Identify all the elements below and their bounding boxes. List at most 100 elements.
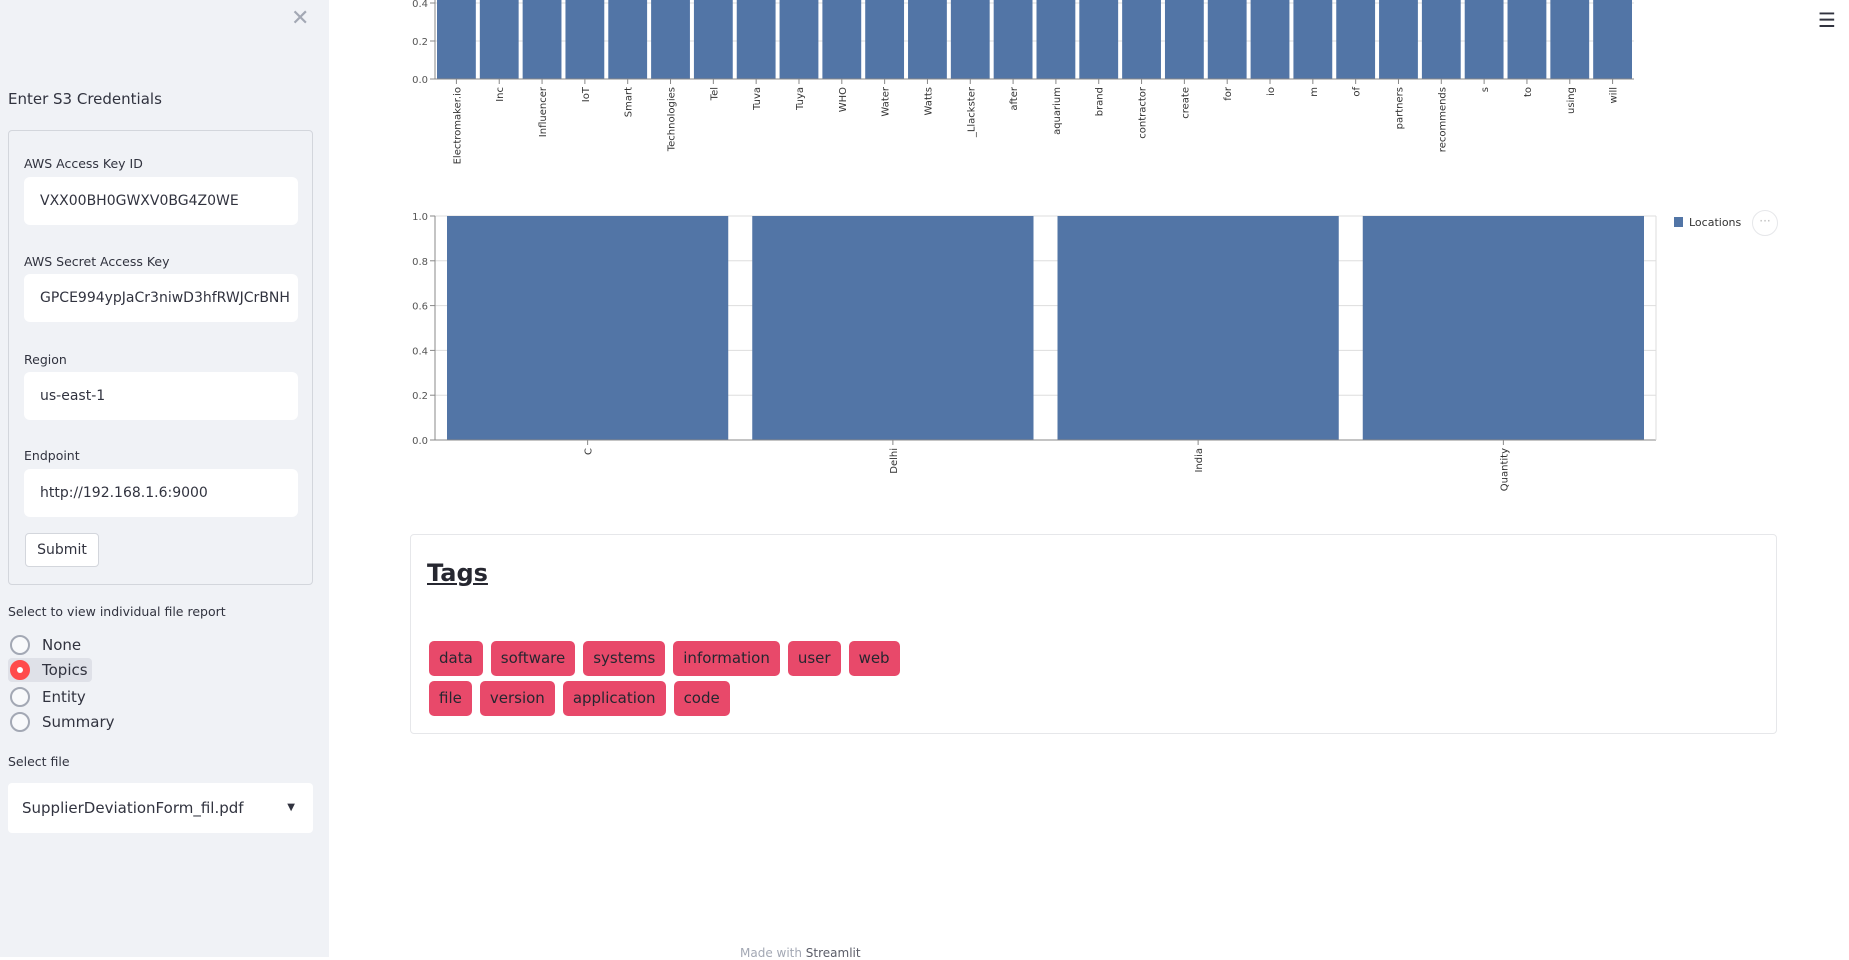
bar [1550, 0, 1590, 79]
bar [479, 0, 519, 79]
topics-bar-chart: 0.0 0.2 0.4 Electromaker.io Inc Influencer IoT… [412, 0, 1634, 164]
bar [447, 216, 729, 440]
bar [1036, 0, 1076, 79]
tags-title: Tags [427, 559, 488, 587]
bar [950, 0, 990, 79]
x-tick-label: m [1309, 87, 1320, 97]
legend-label: Locations [1689, 216, 1742, 229]
bar [1207, 0, 1247, 79]
tag-chip: information [673, 641, 780, 676]
submit-button[interactable]: Submit [25, 533, 99, 567]
bar [1293, 0, 1333, 79]
bar [1593, 0, 1632, 79]
bar [522, 0, 562, 79]
y-tick-label: 0.6 [412, 302, 428, 313]
x-tick-label: Tuva [752, 87, 763, 111]
endpoint-input[interactable]: http://192.168.1.6:9000 [24, 469, 298, 517]
bar [565, 0, 605, 79]
chevron-down-icon: ▼ [287, 802, 295, 813]
bar [736, 0, 776, 79]
x-tick-label: s [1480, 87, 1491, 92]
x-tick-label: to [1523, 87, 1534, 97]
radio-label: Entity [42, 688, 86, 706]
radio-label: None [42, 636, 82, 654]
x-tick-label: Influencer [538, 86, 549, 137]
tag-chip: code [673, 681, 730, 716]
bar [779, 0, 819, 79]
x-tick-label: Inc [495, 87, 506, 102]
legend-swatch [1674, 217, 1683, 227]
radio-summary[interactable]: Summary [8, 710, 119, 734]
x-tick-label: Quantity [1499, 448, 1510, 491]
radio-circle-icon [10, 712, 30, 732]
bar [1122, 0, 1161, 79]
radio-topics[interactable]: Topics [8, 658, 92, 682]
tag-chip: version [479, 681, 555, 716]
x-tick-label: io [1266, 87, 1277, 96]
credentials-title: Enter S3 Credentials [8, 90, 162, 108]
y-tick-label: 1.0 [412, 212, 428, 223]
radio-circle-icon [10, 635, 30, 655]
bar [1507, 0, 1547, 79]
close-sidebar-icon[interactable]: ✕ [291, 6, 310, 31]
x-tick-label: partners [1394, 87, 1405, 129]
bar [822, 0, 862, 79]
bar [752, 216, 1034, 440]
bar [1421, 0, 1461, 79]
tag-chip: software [490, 641, 576, 676]
y-tick-label: 0.2 [412, 391, 428, 402]
x-tick-label: after [1009, 86, 1020, 111]
file-select[interactable]: SupplierDeviationForm_fil.pdf ▼ [8, 783, 313, 833]
tag-chip: web [848, 641, 900, 676]
radio-label: Topics [42, 661, 88, 679]
tags-list: data software systems information user web fil… [429, 641, 909, 716]
bar [1250, 0, 1290, 79]
chart-actions-icon[interactable]: ··· [1752, 210, 1778, 236]
x-tick-label: Watts [923, 87, 934, 115]
y-tick-label: 0.8 [412, 257, 428, 268]
radio-none[interactable]: None [8, 633, 85, 657]
streamlit-link[interactable]: Streamlit [805, 946, 861, 960]
access-key-input[interactable]: VXX00BH0GWXV0BG4Z0WE [24, 177, 298, 225]
bar [1379, 0, 1418, 79]
bar [608, 0, 648, 79]
footer-prefix: Made with [740, 946, 806, 960]
x-tick-label: Delhi [889, 448, 900, 474]
bar [437, 0, 476, 79]
secret-key-input[interactable]: GPCE994ypJaCr3niwD3hfRWJCrBNH [24, 274, 298, 322]
x-tick-label: WHO [838, 87, 849, 112]
x-tick-label: India [1194, 448, 1205, 473]
endpoint-label: Endpoint [24, 448, 80, 463]
region-label: Region [24, 352, 67, 367]
bar [865, 0, 905, 79]
bar [1464, 0, 1504, 79]
bar [1336, 0, 1376, 79]
file-select-value: SupplierDeviationForm_fil.pdf [22, 799, 244, 817]
tags-card: Tags data software systems information user w… [410, 534, 1777, 734]
x-tick-label: brand [1095, 87, 1106, 116]
x-tick-label: for [1223, 86, 1234, 101]
tag-chip: application [562, 681, 666, 716]
bar [693, 0, 733, 79]
bar [1057, 216, 1339, 440]
credentials-form: AWS Access Key ID VXX00BH0GWXV0BG4Z0WE A… [8, 130, 313, 585]
region-input[interactable]: us-east-1 [24, 372, 298, 420]
radio-label: Summary [42, 713, 115, 731]
radio-circle-icon [10, 687, 30, 707]
x-tick-label: recommends [1437, 87, 1448, 152]
bar [651, 0, 690, 79]
radio-entity[interactable]: Entity [8, 685, 90, 709]
x-tick-label: Tel [709, 87, 720, 101]
x-tick-label: Smart [624, 87, 635, 117]
y-tick-label: 0.2 [412, 37, 428, 48]
y-tick-label: 0.4 [412, 346, 428, 357]
x-tick-label: of [1352, 87, 1363, 97]
tag-chip: user [787, 641, 841, 676]
x-tick-label: contractor [1138, 86, 1149, 139]
access-key-label: AWS Access Key ID [24, 156, 143, 171]
tag-chip: file [429, 681, 472, 716]
sidebar: ✕ Enter S3 Credentials AWS Access Key ID… [0, 0, 329, 957]
hamburger-menu-icon[interactable]: ☰ [1818, 8, 1836, 32]
footer: Made with Streamlit [740, 946, 861, 960]
x-tick-label: using [1566, 87, 1577, 114]
